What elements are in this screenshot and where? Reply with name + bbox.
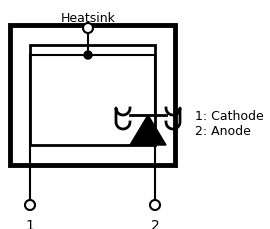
Bar (10, 25, 175, 165)
Text: 1: Cathode: 1: Cathode (195, 110, 264, 123)
Circle shape (25, 200, 35, 210)
Text: 2: 2 (151, 219, 159, 229)
Polygon shape (130, 115, 166, 145)
Text: 1: 1 (26, 219, 35, 229)
Text: Heatsink: Heatsink (60, 12, 116, 25)
Text: 2: Anode: 2: Anode (195, 125, 251, 138)
Circle shape (84, 51, 92, 59)
Circle shape (150, 200, 160, 210)
Circle shape (83, 23, 93, 33)
Bar (30, 45, 155, 145)
